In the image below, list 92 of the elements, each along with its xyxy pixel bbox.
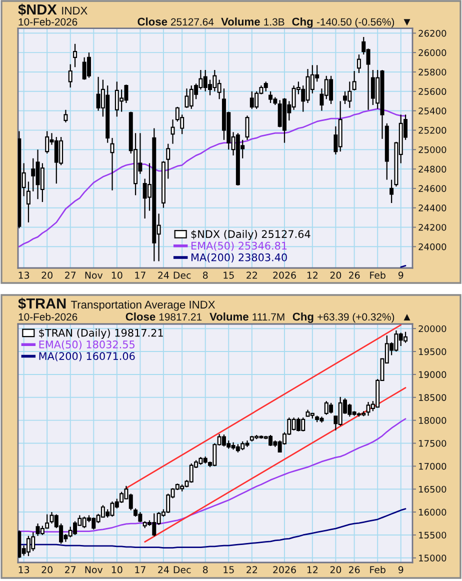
- y-tick-label: 24600: [418, 185, 446, 192]
- legend-label: EMA(50) 18032.55: [39, 340, 134, 350]
- x-tick-label: 20: [42, 272, 52, 279]
- candlestick: [64, 109, 68, 123]
- x-tick-label: 10: [112, 272, 122, 279]
- y-tick-label: 25000: [418, 146, 446, 154]
- x-tick-label: 12: [307, 566, 318, 574]
- y-tick-label: 18500: [419, 394, 446, 401]
- x-tick-label: 10: [112, 566, 122, 574]
- y-tick-label: 25400: [418, 108, 446, 114]
- candlestick: [26, 181, 30, 223]
- y-tick-label: 26000: [418, 49, 446, 56]
- candlestick: [170, 118, 175, 144]
- candlestick: [45, 130, 50, 154]
- y-tick-label: 26200: [418, 30, 446, 37]
- x-tick-label: 27: [65, 272, 76, 279]
- x-tick-label: 24: [158, 272, 169, 279]
- y-tick-label: 24400: [418, 204, 446, 212]
- x-tick-label: 9: [398, 272, 404, 279]
- y-tick-label: 24800: [418, 166, 446, 173]
- x-tick-label: Feb: [370, 566, 386, 574]
- candlestick: [86, 52, 91, 78]
- x-tick-label: 8: [202, 272, 208, 279]
- text: Close 19817.21: [126, 312, 202, 321]
- text: Volume 111.7M: [210, 312, 284, 321]
- y-tick-label: 17000: [419, 462, 446, 470]
- y-tick-label: 19000: [419, 371, 446, 378]
- text: Chg -140.50 (-0.56%): [292, 17, 394, 28]
- legend-label: $TRAN (Daily) 19817.21: [39, 328, 163, 339]
- text: Chg +63.39 (+0.32%): [292, 312, 394, 323]
- y-tick-label: 25200: [418, 126, 446, 134]
- chart-subtitle: INDX: [62, 6, 88, 14]
- x-tick-label: 17: [135, 566, 146, 574]
- y-tick-label: 20000: [418, 325, 446, 332]
- legend-label: EMA(50) 25346.81: [192, 242, 287, 251]
- x-tick-label: 12: [307, 272, 318, 279]
- x-tick-label: Nov: [85, 272, 103, 279]
- x-tick-label: 17: [135, 272, 146, 279]
- x-tick-label: 13: [18, 566, 30, 574]
- candlestick: [268, 90, 273, 104]
- candlestick: [110, 137, 114, 191]
- x-tick-label: 20: [330, 272, 342, 279]
- x-tick-label: Feb: [370, 271, 386, 279]
- y-tick-label: 19500: [419, 348, 446, 356]
- y-tick-label: 24000: [418, 243, 446, 250]
- x-tick-label: 9: [398, 566, 404, 574]
- candlestick: [166, 143, 170, 180]
- chart-title: $NDX: [18, 4, 57, 16]
- y-tick-label: 25800: [418, 68, 446, 76]
- candlestick: [68, 64, 72, 88]
- candlestick: [73, 43, 78, 68]
- x-tick-label: 26: [348, 566, 360, 574]
- y-tick-label: 18000: [419, 417, 446, 424]
- x-tick-label: 13: [18, 272, 30, 279]
- x-tick-label: 20: [330, 566, 342, 574]
- y-tick-label: 16500: [419, 486, 446, 493]
- x-tick-label: 2026: [273, 566, 296, 574]
- x-tick-label: 24: [158, 566, 169, 574]
- candlestick: [356, 54, 361, 74]
- y-tick-label: 17500: [419, 440, 446, 447]
- x-tick-label: Nov: [85, 566, 103, 574]
- legend-label: MA(200) 23803.40: [192, 253, 287, 263]
- text: 10-Feb-2026: [18, 312, 78, 321]
- x-tick-label: 8: [202, 566, 208, 574]
- chart-subtitle: Transportation Average INDX: [71, 300, 216, 311]
- x-tick-label: 2026: [273, 272, 296, 279]
- x-tick-label: Dec: [174, 272, 191, 279]
- x-tick-label: 20: [42, 566, 52, 574]
- legend-label: MA(200) 16071.06: [39, 352, 135, 362]
- x-tick-label: 22: [246, 566, 257, 574]
- text: ▼: [404, 19, 410, 26]
- x-tick-label: 15: [224, 272, 234, 279]
- text: 10-Feb-2026: [18, 18, 78, 26]
- candlestick: [245, 115, 250, 140]
- x-tick-label: 26: [348, 272, 360, 279]
- x-tick-label: Dec: [174, 566, 191, 574]
- candlestick: [390, 179, 394, 204]
- y-tick-label: 15000: [419, 554, 446, 562]
- x-tick-label: 15: [224, 566, 234, 574]
- legend-label: $NDX (Daily) 25127.64: [191, 230, 310, 240]
- candlestick: [40, 162, 44, 203]
- y-tick-label: 15500: [419, 532, 446, 539]
- text: Volume 1.3B: [221, 17, 284, 26]
- candlestick: [352, 70, 356, 91]
- y-tick-label: 16000: [419, 508, 446, 516]
- text: ▲: [404, 314, 410, 320]
- x-tick-label: 22: [246, 272, 257, 279]
- text: Close 25127.64: [138, 17, 214, 26]
- y-tick-label: 24200: [418, 224, 446, 231]
- y-tick-label: 25600: [418, 88, 446, 95]
- x-tick-label: 27: [65, 566, 76, 574]
- chart-title: $TRAN: [18, 298, 66, 310]
